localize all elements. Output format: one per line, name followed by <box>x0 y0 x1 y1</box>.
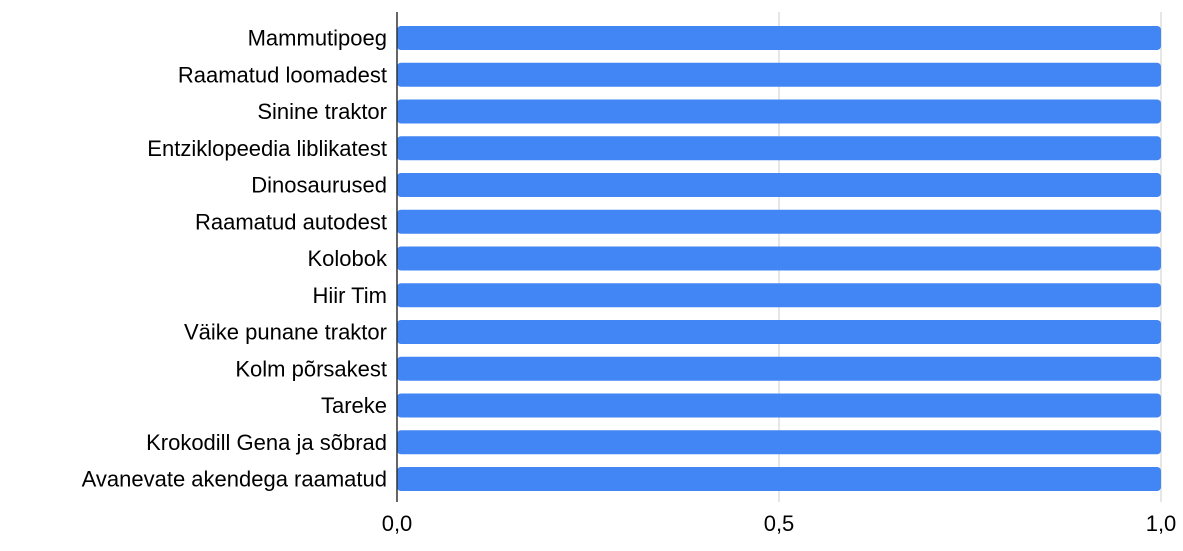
x-tick-label-0: 0,0 <box>382 511 413 536</box>
bar-2 <box>397 99 1161 124</box>
category-label-5: Raamatud autodest <box>195 209 387 234</box>
bar-8 <box>397 320 1161 344</box>
category-label-3: Entziklopeedia liblikatest <box>147 136 387 161</box>
bar-6 <box>397 246 1161 271</box>
category-label-7: Hiir Tim <box>312 283 387 308</box>
category-label-4: Dinosaurused <box>251 173 387 198</box>
category-label-6: Kolobok <box>307 246 388 271</box>
tick-labels: 0,0 0,5 1,0 <box>382 511 1177 536</box>
category-label-2: Sinine traktor <box>257 99 387 124</box>
category-label-8: Väike punane traktor <box>184 320 387 345</box>
bar-12 <box>397 467 1161 491</box>
x-tick-label-2: 1,0 <box>1146 511 1177 536</box>
bar-7 <box>397 283 1161 308</box>
category-label-0: Mammutipoeg <box>248 26 387 51</box>
bar-9 <box>397 356 1161 381</box>
category-label-12: Avanevate akendega raamatud <box>82 467 387 492</box>
bar-3 <box>397 136 1161 161</box>
bar-0 <box>397 26 1161 50</box>
category-label-10: Tareke <box>321 393 387 418</box>
category-label-1: Raamatud loomadest <box>178 62 387 87</box>
bar-11 <box>397 430 1161 455</box>
category-label-9: Kolm põrsakest <box>235 356 387 381</box>
bar-1 <box>397 62 1161 87</box>
bar-4 <box>397 173 1161 197</box>
x-tick-label-1: 0,5 <box>764 511 795 536</box>
bars <box>397 26 1161 491</box>
bar-10 <box>397 393 1161 418</box>
category-labels: Mammutipoeg Raamatud loomadest Sinine trak… <box>82 26 388 492</box>
bar-5 <box>397 209 1161 234</box>
category-label-11: Krokodill Gena ja sõbrad <box>146 430 387 455</box>
